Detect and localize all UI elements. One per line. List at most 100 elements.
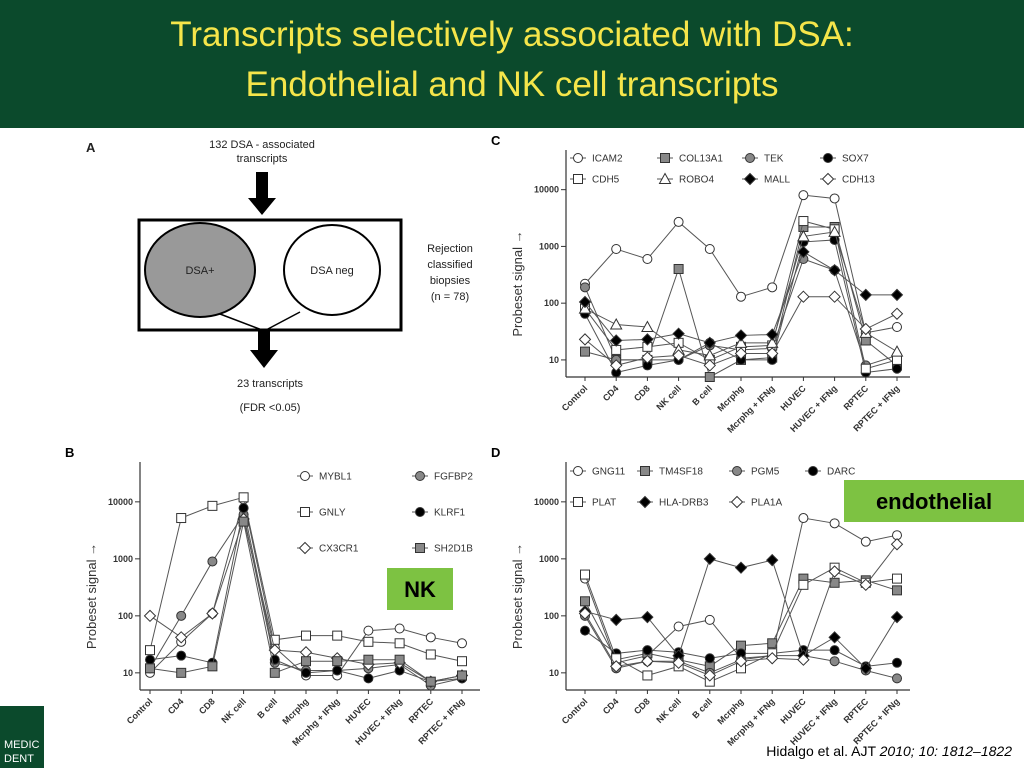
legend-label: GNLY (319, 508, 346, 519)
y-tick-label: 10000 (534, 185, 559, 195)
marker (580, 596, 590, 607)
annotation: NK (404, 577, 436, 602)
marker (828, 225, 841, 237)
title-line: Endothelial and NK cell transcripts (245, 65, 778, 104)
legend-label: MYBL1 (319, 472, 352, 483)
marker (145, 645, 155, 656)
x-tick-label: Mcrphg (715, 383, 745, 413)
y-tick-label: 100 (118, 611, 133, 621)
marker (672, 349, 685, 362)
marker (394, 623, 405, 634)
citation-authors: Hidalgo et al. AJT (766, 743, 879, 759)
marker (734, 329, 748, 342)
marker (892, 322, 902, 333)
diagram: A 132 DSA - associated transcripts DSA+ … (86, 139, 473, 414)
marker (765, 328, 779, 341)
marker (609, 359, 623, 372)
x-tick-label: HUVEC (778, 383, 808, 413)
marker (892, 657, 902, 668)
logo (0, 706, 44, 768)
marker (145, 654, 155, 665)
marker (363, 673, 374, 684)
x-tick-label: Control (125, 696, 155, 726)
y-tick-label: 10 (549, 668, 559, 678)
x-tick-label: HUVEC (778, 696, 808, 726)
legend-label: ROBO4 (679, 175, 714, 186)
marker (672, 656, 685, 670)
legend-label: TEK (764, 154, 784, 165)
marker (642, 254, 653, 265)
marker (300, 471, 310, 481)
marker (765, 553, 779, 567)
marker (457, 656, 467, 667)
marker (457, 638, 467, 649)
x-tick-label: B cell (690, 696, 714, 720)
marker (829, 518, 840, 529)
marker (609, 613, 623, 627)
marker (798, 579, 809, 590)
marker (660, 153, 670, 163)
marker (641, 654, 654, 668)
panel-letter: A (86, 140, 96, 155)
marker (673, 621, 684, 632)
marker (638, 495, 652, 509)
marker (573, 497, 583, 507)
marker (734, 561, 748, 574)
header-band (0, 0, 1024, 128)
title-line: Transcripts selectively associated with … (170, 15, 853, 54)
y-tick-label: 10000 (108, 497, 133, 507)
y-tick-label: 100 (544, 611, 559, 621)
diagram-text: DSA+ (185, 265, 214, 277)
marker (269, 667, 280, 678)
x-tick-label: CD4 (166, 696, 186, 716)
marker (609, 334, 623, 347)
x-tick-label: RPTEC (842, 383, 871, 412)
marker (641, 610, 654, 624)
marker (892, 354, 902, 365)
marker (578, 333, 592, 346)
marker (268, 643, 282, 657)
marker (573, 174, 583, 184)
marker (301, 656, 311, 667)
marker (808, 466, 818, 476)
marker (609, 318, 623, 330)
marker (890, 307, 904, 320)
marker (860, 536, 871, 547)
marker (176, 650, 187, 661)
marker (176, 610, 187, 621)
marker (580, 282, 590, 293)
marker (609, 660, 623, 673)
x-tick-label: B cell (255, 696, 279, 720)
diagram-text: transcripts (237, 153, 288, 165)
ellipse (144, 222, 256, 318)
x-tick-label: B cell (690, 383, 714, 407)
diagram-text: 132 DSA - associated (209, 139, 315, 151)
marker (828, 290, 841, 303)
marker (704, 653, 715, 664)
marker (332, 656, 343, 667)
x-tick-label: RPTEC (842, 696, 871, 725)
legend-label: PLA1A (751, 498, 782, 509)
marker (238, 502, 249, 513)
marker (301, 667, 311, 678)
legend-label: COL13A1 (679, 154, 723, 165)
marker (238, 516, 249, 527)
marker (890, 345, 904, 357)
marker (143, 609, 157, 623)
marker (892, 585, 902, 596)
diagram-text: Rejection (427, 243, 473, 255)
x-tick-label: NK cell (219, 696, 248, 725)
marker (640, 466, 650, 476)
marker (703, 336, 717, 350)
marker (206, 607, 219, 620)
diagram-text: biopsies (430, 275, 471, 287)
y-tick-label: 100 (544, 298, 559, 308)
marker (828, 631, 841, 644)
marker (892, 573, 902, 584)
marker (797, 290, 810, 303)
marker (798, 513, 809, 524)
annotation-box (844, 480, 1024, 522)
marker (578, 607, 592, 620)
x-tick-label: NK cell (654, 383, 683, 412)
